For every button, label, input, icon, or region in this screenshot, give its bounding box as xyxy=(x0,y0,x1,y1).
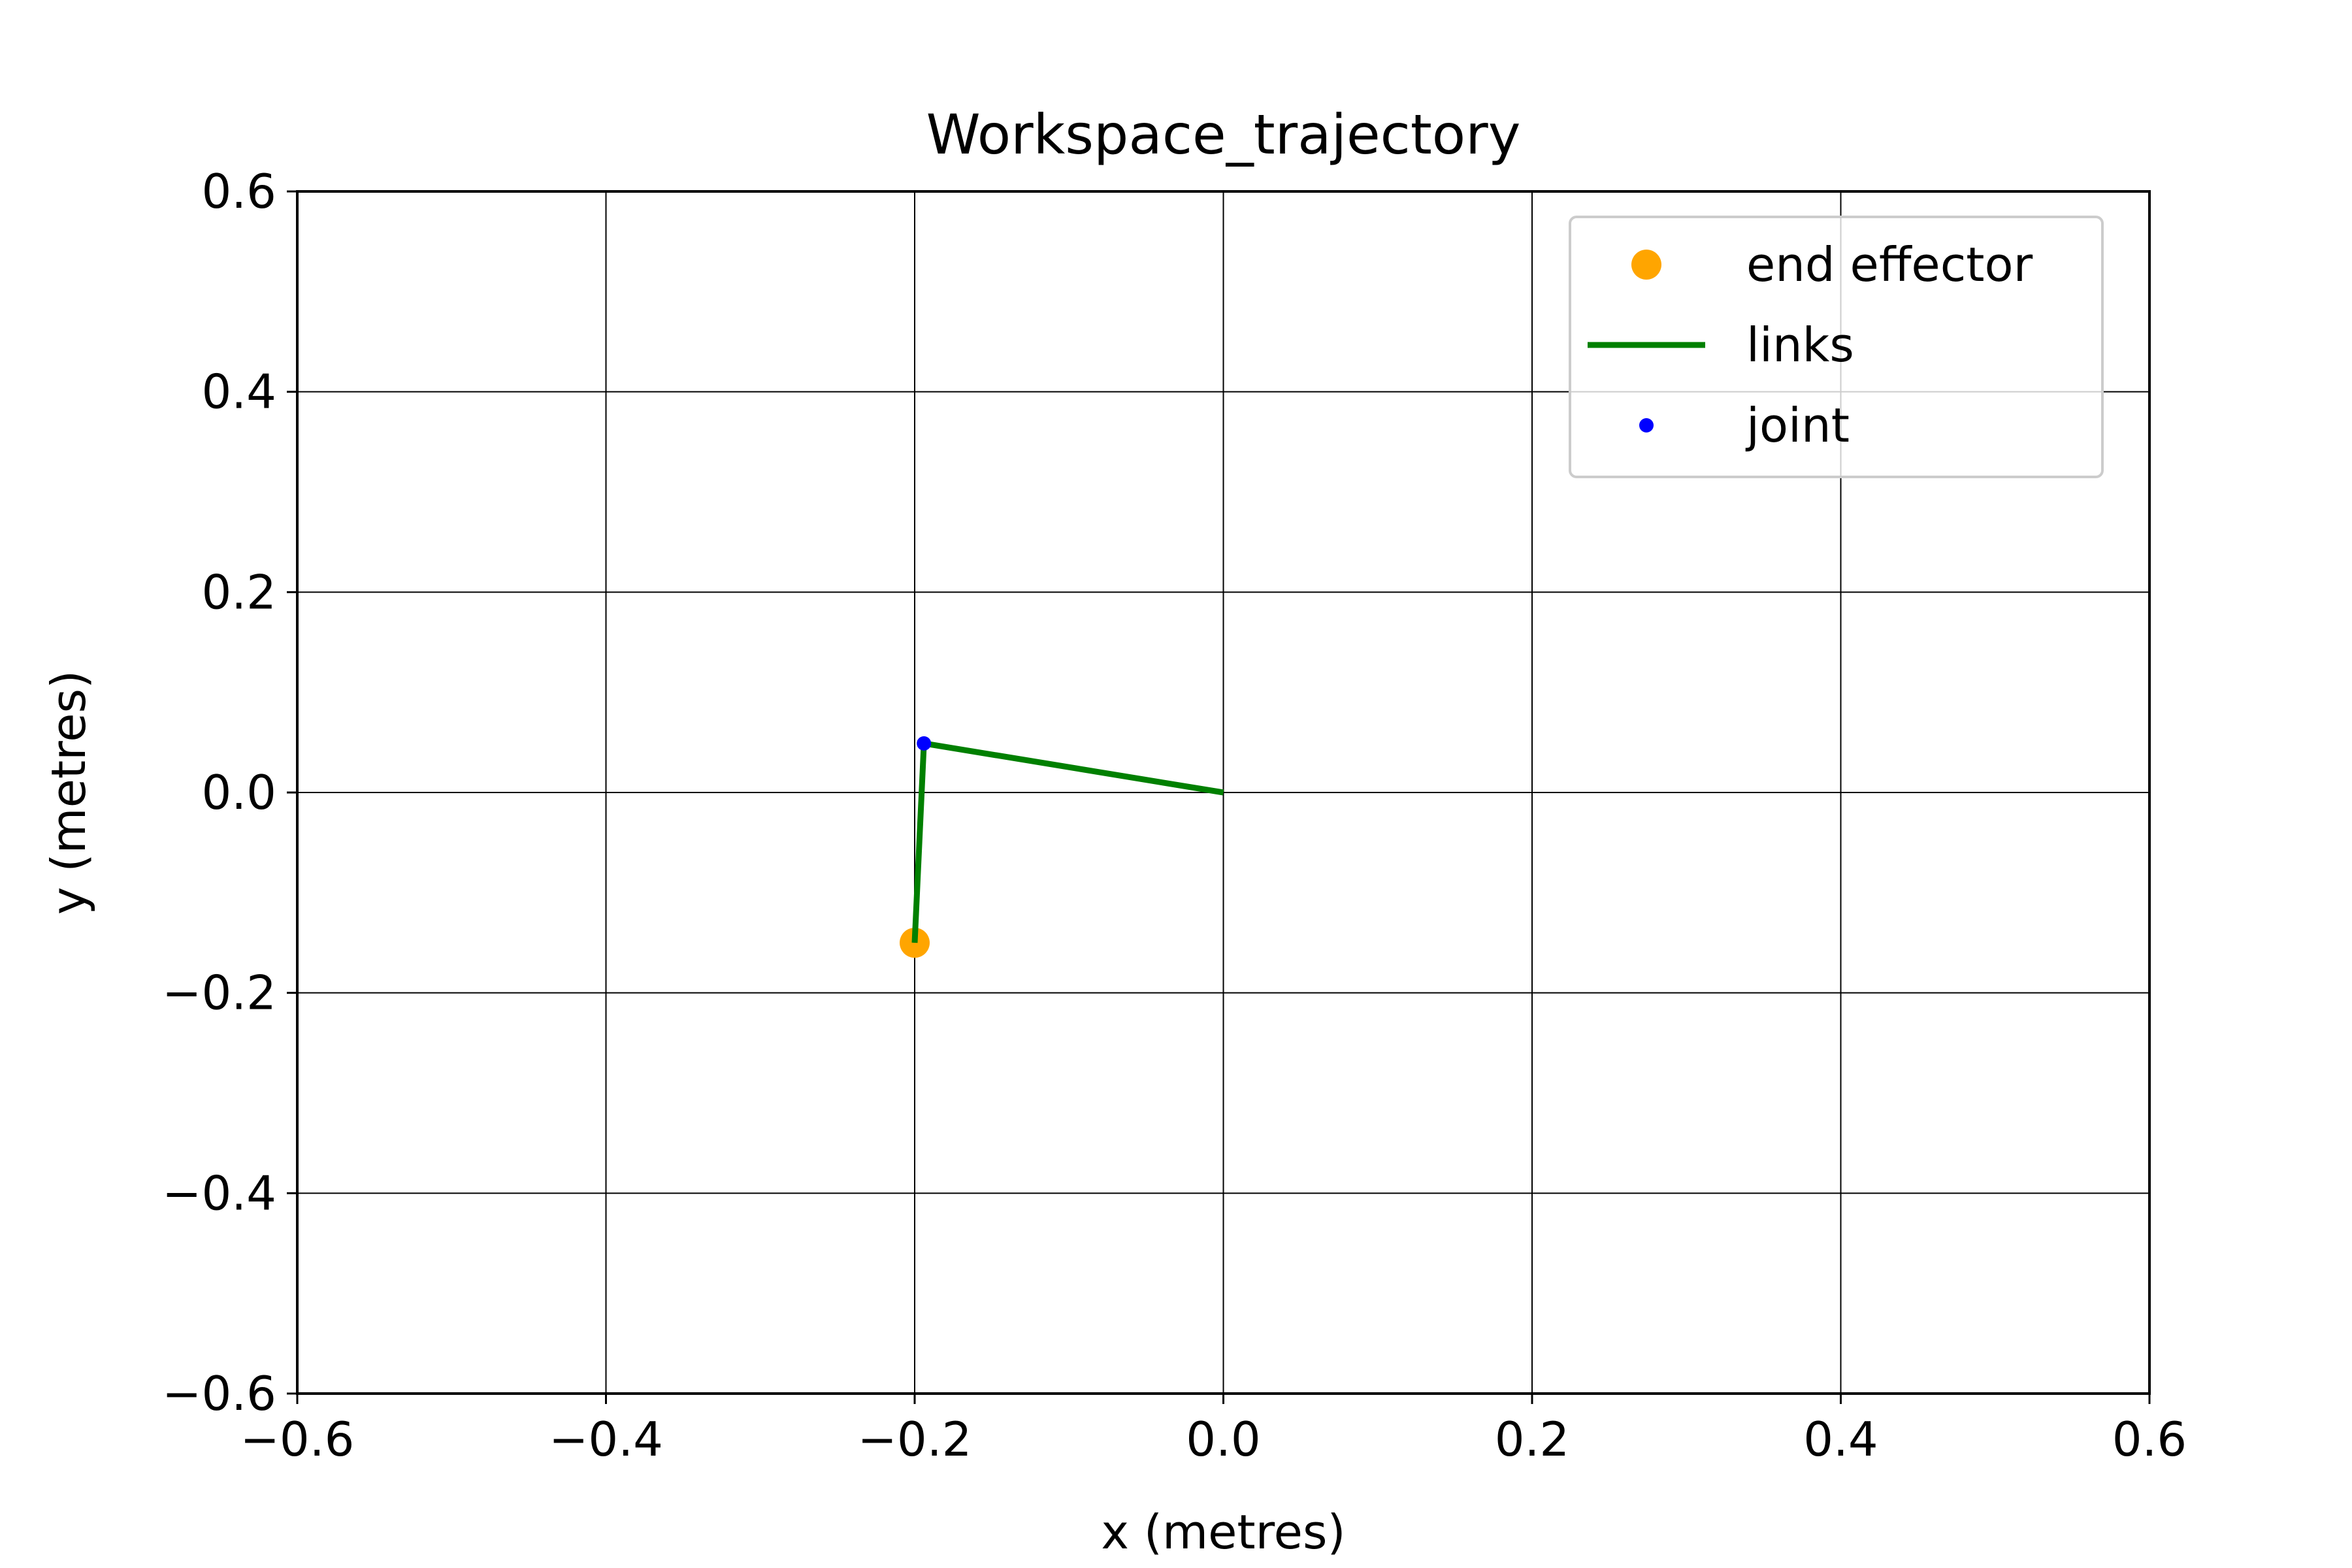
legend-label-0: end effector xyxy=(1746,237,2033,292)
y-tick-label-5: 0.4 xyxy=(201,365,276,419)
chart-title: Workspace_trajectory xyxy=(926,103,1521,167)
legend-handle-joint xyxy=(1639,418,1654,433)
x-tick-label-4: 0.2 xyxy=(1495,1412,1570,1467)
x-tick-label-5: 0.4 xyxy=(1803,1412,1878,1467)
joint-point-0 xyxy=(917,736,932,751)
y-axis-label: y (metres) xyxy=(41,670,96,915)
y-tick-label-4: 0.2 xyxy=(201,564,276,619)
legend-handle-end-effector xyxy=(1631,250,1661,280)
x-tick-label-2: −0.2 xyxy=(858,1412,972,1467)
y-tick-label-2: −0.2 xyxy=(162,966,276,1021)
y-tick-label-3: 0.0 xyxy=(201,765,276,820)
x-axis-label: x (metres) xyxy=(1101,1505,1345,1560)
plot-area xyxy=(900,736,1224,958)
x-tick-label-3: 0.0 xyxy=(1186,1412,1261,1467)
x-tick-label-0: −0.6 xyxy=(240,1412,355,1467)
y-tick-label-1: −0.4 xyxy=(162,1166,276,1220)
axis-ticks: −0.6 −0.4 −0.2 0.0 0.2 0.4 0.6 −0.6 −0.4 −0.2 0.0 0… xyxy=(162,164,2187,1467)
y-tick-label-0: −0.6 xyxy=(162,1366,276,1421)
x-tick-label-6: 0.6 xyxy=(2112,1412,2187,1467)
legend-box xyxy=(1569,216,2104,478)
legend: end effector links joint xyxy=(1569,216,2104,478)
y-tick-label-6: 0.6 xyxy=(201,164,276,219)
legend-label-2: joint xyxy=(1745,398,1850,453)
x-tick-label-1: −0.4 xyxy=(549,1412,663,1467)
legend-label-1: links xyxy=(1746,318,1854,372)
